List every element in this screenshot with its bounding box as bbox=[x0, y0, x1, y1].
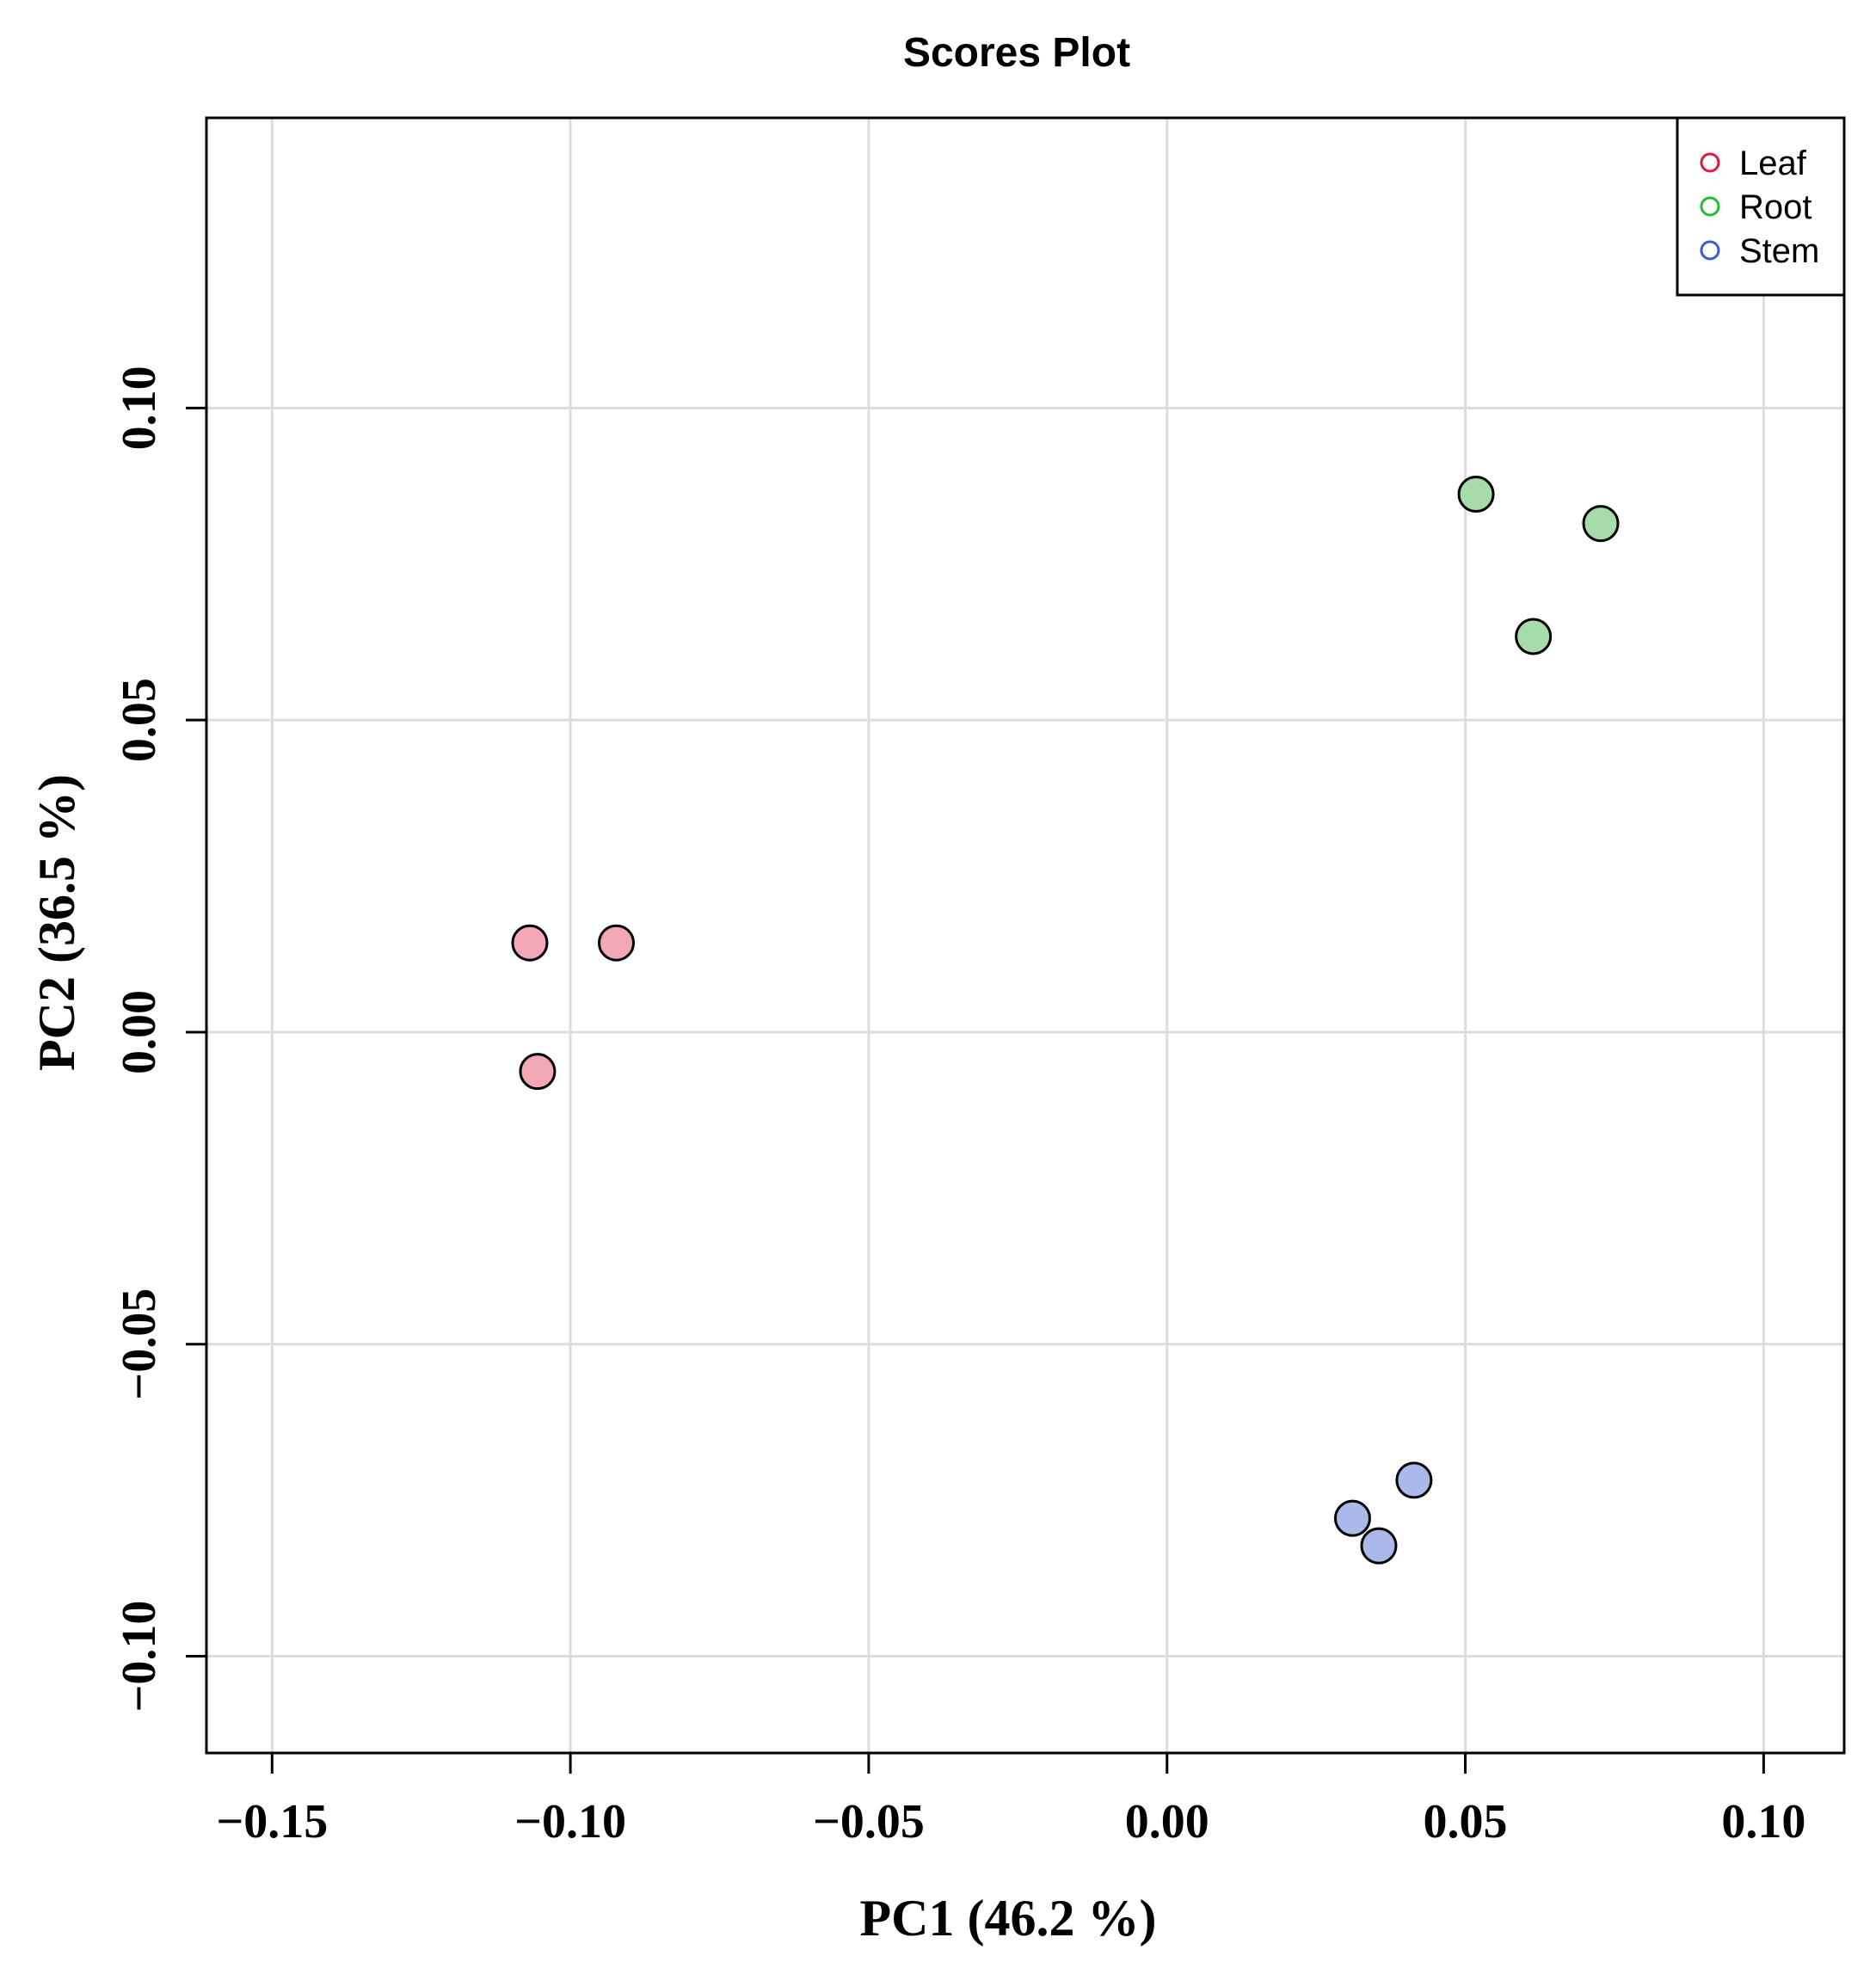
legend-box bbox=[1676, 116, 1846, 297]
x-tick-label-4: 0.05 bbox=[1424, 1795, 1508, 1848]
point-root-2 bbox=[1582, 505, 1620, 543]
series-stem bbox=[1333, 1461, 1433, 1565]
grid-lines bbox=[206, 118, 1844, 1753]
series-root bbox=[1457, 476, 1620, 655]
chart-title: Scores Plot bbox=[903, 30, 1130, 76]
y-axis-title: PC2 (36.5 %) bbox=[28, 774, 85, 1071]
x-tick-label-0: −0.15 bbox=[216, 1795, 328, 1848]
series-leaf bbox=[511, 924, 636, 1091]
y-tick-label-2: 0.00 bbox=[113, 990, 166, 1074]
legend-label-leaf: Leaf bbox=[1739, 145, 1807, 182]
point-leaf-2 bbox=[598, 924, 636, 962]
legend-label-root: Root bbox=[1739, 188, 1812, 226]
point-leaf-3 bbox=[519, 1053, 557, 1091]
point-stem-3 bbox=[1360, 1527, 1398, 1565]
x-axis: −0.15 −0.10 −0.05 0.00 0.05 0.10 bbox=[216, 1751, 1805, 1848]
y-tick-label-0: −0.10 bbox=[113, 1601, 166, 1713]
x-tick-label-2: −0.05 bbox=[813, 1795, 925, 1848]
legend-marker-stem bbox=[1700, 240, 1720, 261]
point-stem-2 bbox=[1333, 1499, 1371, 1537]
legend-marker-root bbox=[1700, 196, 1720, 217]
y-tick-label-1: −0.05 bbox=[113, 1289, 166, 1400]
point-leaf-1 bbox=[511, 924, 549, 962]
legend: Leaf Root Stem bbox=[1676, 116, 1846, 297]
y-tick-label-3: 0.05 bbox=[113, 678, 166, 762]
point-root-1 bbox=[1457, 476, 1495, 514]
y-tick-label-4: 0.10 bbox=[113, 366, 166, 450]
x-tick-label-1: −0.10 bbox=[514, 1795, 626, 1848]
data-points bbox=[511, 476, 1620, 1565]
point-stem-1 bbox=[1395, 1461, 1433, 1499]
legend-label-stem: Stem bbox=[1739, 232, 1819, 270]
legend-marker-leaf bbox=[1700, 152, 1720, 173]
x-axis-title: PC1 (46.2 %) bbox=[860, 1890, 1157, 1947]
x-tick-label-5: 0.10 bbox=[1721, 1795, 1805, 1848]
legend-items: Leaf Root Stem bbox=[1700, 145, 1819, 270]
x-tick-label-3: 0.00 bbox=[1125, 1795, 1209, 1848]
y-axis: −0.10 −0.05 0.00 0.05 0.10 bbox=[113, 366, 208, 1713]
point-root-3 bbox=[1515, 618, 1553, 655]
